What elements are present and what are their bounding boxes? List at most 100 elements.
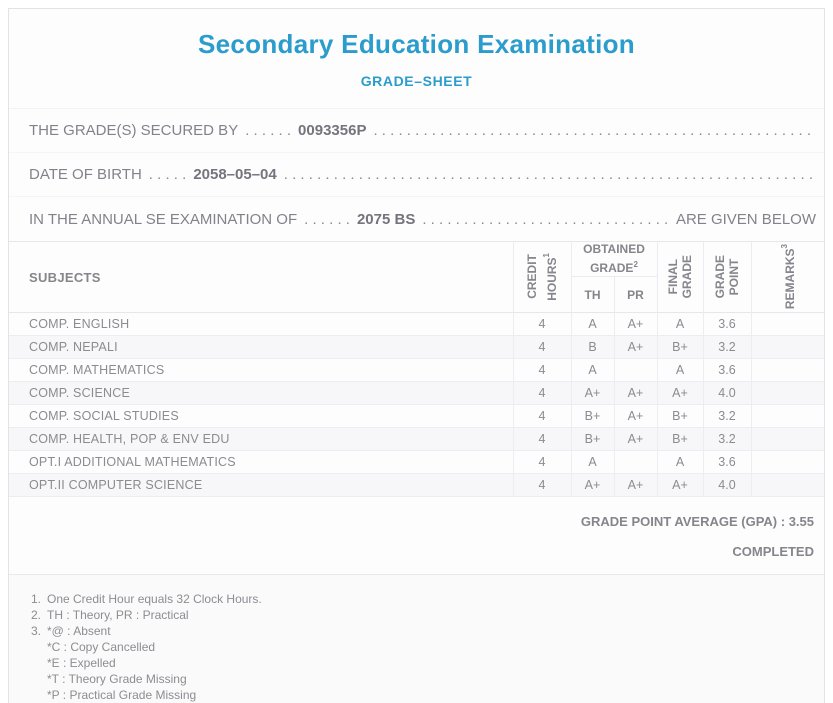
column-header-pr: PR — [613, 276, 657, 313]
grade-point-cell: 3.2 — [702, 335, 751, 359]
grade-point-cell: 4.0 — [702, 381, 751, 405]
theory-grade-cell: A+ — [570, 473, 614, 497]
column-header-obtained-grade: OBTAINED GRADE2 — [570, 241, 657, 277]
gpa-label: GRADE POINT AVERAGE (GPA) : — [580, 514, 786, 529]
table-row: COMP. HEALTH, POP & ENV EDU 4 B+ A+ B+ 3… — [9, 427, 824, 451]
footnote-subline: *P : Practical Grade Missing — [47, 688, 197, 702]
footnote-subline: *T : Theory Grade Missing — [47, 672, 187, 686]
credit-hours-cell: 4 — [512, 450, 571, 474]
practical-grade-cell: A+ — [613, 381, 657, 405]
dot-separator: . . . . . . — [304, 210, 350, 228]
subject-cell: COMP. SOCIAL STUDIES — [9, 404, 513, 428]
subjects-label: SUBJECTS — [29, 269, 101, 285]
footnote-text: One Credit Hour equals 32 Clock Hours. — [47, 592, 262, 606]
page-subtitle: GRADE–SHEET — [360, 73, 473, 89]
column-header-credit-hours: CREDIT HOURS1 — [512, 241, 571, 313]
theory-grade-cell: B — [570, 335, 614, 359]
subject-cell: COMP. NEPALI — [9, 335, 513, 359]
final-grade-vertical-label: FINAL GRADE — [665, 255, 694, 299]
info-row: IN THE ANNUAL SE EXAMINATION OF . . . . … — [9, 197, 824, 241]
practical-grade-cell: A+ — [613, 312, 657, 336]
theory-grade-cell: A — [570, 312, 614, 336]
final-grade-cell: B+ — [656, 335, 703, 359]
table-row: COMP. MATHEMATICS 4 A A 3.6 — [9, 358, 824, 382]
grade-sheet-card: Secondary Education Examination GRADE–SH… — [8, 8, 825, 703]
credit-hours-cell: 4 — [512, 358, 571, 382]
info-row: DATE OF BIRTH . . . . . 2058–05–04 . . .… — [9, 153, 824, 197]
subject-cell: COMP. ENGLISH — [9, 312, 513, 336]
remarks-cell — [750, 312, 824, 336]
practical-grade-cell — [613, 358, 657, 382]
info-label: IN THE ANNUAL SE EXAMINATION OF — [29, 210, 298, 228]
final-grade-cell: B+ — [656, 427, 703, 451]
info-label: THE GRADE(S) SECURED BY — [29, 122, 239, 139]
credit-hours-vertical-label: CREDIT HOURS1 — [524, 253, 559, 301]
info-value: 2058–05–04 — [193, 166, 277, 183]
grade-table-body: COMP. ENGLISH 4 A A+ A 3.6 COMP. NEPALI … — [9, 312, 824, 497]
dot-leader: . . . . . . . . . . . . . . . . . . . . … — [373, 122, 816, 139]
remarks-cell — [750, 335, 824, 359]
remarks-cell — [750, 404, 824, 428]
credit-hours-cell: 4 — [512, 404, 571, 428]
footnote-item: 2. TH : Theory, PR : Practical — [31, 607, 824, 623]
grade-point-vertical-label: GRADE POINT — [712, 255, 741, 299]
table-row: COMP. SCIENCE 4 A+ A+ A+ 4.0 — [9, 381, 824, 405]
remarks-cell — [750, 358, 824, 382]
grade-table-header: SUBJECTS CREDIT HOURS1 OBTAINED GRADE2 F… — [9, 241, 824, 313]
remarks-cell — [750, 381, 824, 405]
subject-cell: COMP. MATHEMATICS — [9, 358, 513, 382]
practical-grade-cell — [613, 450, 657, 474]
remarks-cell — [750, 473, 824, 497]
gpa-line: GRADE POINT AVERAGE (GPA) : 3.55 — [9, 514, 814, 529]
remarks-vertical-label: REMARKS3 — [780, 244, 798, 310]
footnote-item: 3. *@ : Absent *C : Copy Cancelled *E : E… — [31, 623, 824, 703]
column-header-subjects: SUBJECTS — [9, 242, 513, 313]
title-block: Secondary Education Examination GRADE–SH… — [9, 9, 824, 89]
footnote-subline: *E : Expelled — [47, 656, 116, 670]
info-row: THE GRADE(S) SECURED BY . . . . . . 0093… — [9, 109, 824, 153]
dot-separator: . . . . . . — [245, 122, 292, 139]
theory-grade-cell: A+ — [570, 381, 614, 405]
subject-cell: COMP. HEALTH, POP & ENV EDU — [9, 427, 513, 451]
credit-hours-cell: 4 — [512, 312, 571, 336]
final-grade-cell: A — [656, 312, 703, 336]
dot-leader: . . . . . . . . . . . . . . . . . . . . … — [422, 210, 670, 228]
info-suffix: ARE GIVEN BELOW — [675, 210, 816, 228]
subject-cell: COMP. SCIENCE — [9, 381, 513, 405]
subject-cell: OPT.I ADDITIONAL MATHEMATICS — [9, 450, 513, 474]
grade-point-cell: 3.2 — [702, 404, 751, 428]
column-header-th: TH — [570, 276, 614, 313]
practical-grade-cell: A+ — [613, 404, 657, 428]
theory-grade-cell: B+ — [570, 427, 614, 451]
footnote-text: *@ : Absent — [47, 624, 111, 638]
footnotes-section: 1. One Credit Hour equals 32 Clock Hours… — [9, 574, 824, 703]
footnote-subline: *C : Copy Cancelled — [47, 640, 156, 654]
column-header-remarks: REMARKS3 — [750, 241, 824, 313]
grade-point-cell: 3.6 — [702, 450, 751, 474]
footnote-number: 1. — [31, 592, 42, 606]
footnote-text: TH : Theory, PR : Practical — [47, 608, 189, 622]
final-grade-cell: A — [656, 450, 703, 474]
column-header-final-grade: FINAL GRADE — [656, 241, 703, 313]
footnote-number: 3. — [31, 624, 42, 638]
theory-grade-cell: A — [570, 358, 614, 382]
final-grade-cell: A+ — [656, 473, 703, 497]
remarks-cell — [750, 450, 824, 474]
credit-hours-cell: 4 — [512, 427, 571, 451]
credit-hours-cell: 4 — [512, 335, 571, 359]
credit-hours-cell: 4 — [512, 381, 571, 405]
status-badge: COMPLETED — [732, 544, 814, 559]
credit-hours-cell: 4 — [512, 473, 571, 497]
footnote-item: 1. One Credit Hour equals 32 Clock Hours… — [31, 591, 824, 607]
theory-grade-cell: A — [570, 450, 614, 474]
column-header-grade-point: GRADE POINT — [702, 241, 751, 313]
final-grade-cell: B+ — [656, 404, 703, 428]
table-row: COMP. ENGLISH 4 A A+ A 3.6 — [9, 312, 824, 336]
final-grade-cell: A+ — [656, 381, 703, 405]
gpa-value: 3.55 — [788, 514, 814, 529]
dot-leader: . . . . . . . . . . . . . . . . . . . . … — [283, 166, 816, 183]
grade-point-cell: 3.6 — [702, 358, 751, 382]
candidate-info-section: THE GRADE(S) SECURED BY . . . . . . 0093… — [9, 108, 824, 241]
grade-point-cell: 3.2 — [702, 427, 751, 451]
info-label: DATE OF BIRTH — [29, 166, 142, 183]
